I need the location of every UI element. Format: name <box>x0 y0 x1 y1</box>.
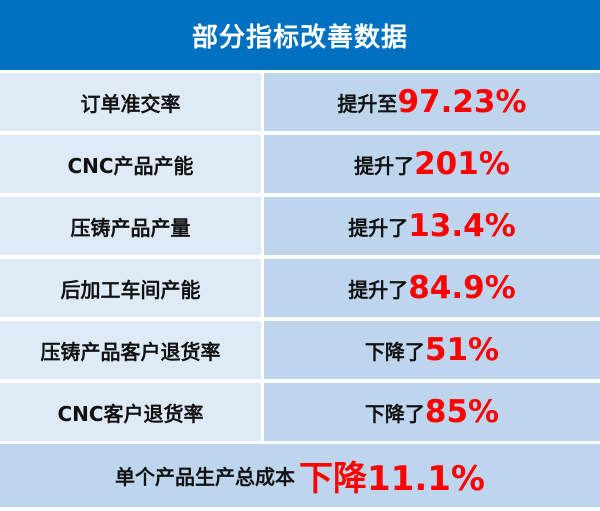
change-prefix: 提升了 <box>348 277 409 302</box>
table-row: 订单准交率 提升至 97.23% <box>0 73 600 131</box>
table-row: 压铸产品产量 提升了 13.4% <box>0 197 600 255</box>
summary-label: 单个产品生产总成本 <box>115 465 296 489</box>
metric-change: 提升了 84.9% <box>264 259 600 317</box>
metric-change: 提升了 201% <box>264 135 600 193</box>
table-row: CNC客户退货率 下降了 85% <box>0 383 600 441</box>
metrics-table: 订单准交率 提升至 97.23% CNC产品产能 提升了 201% 压铸产品产量 提升了… <box>0 73 600 445</box>
change-prefix: 下降了 <box>364 339 425 364</box>
change-value: 13.4% <box>408 208 516 244</box>
change-prefix: 提升了 <box>354 153 415 178</box>
table-title: 部分指标改善数据 <box>0 0 600 70</box>
summary-value: 下降11.1% <box>299 459 485 499</box>
metric-change: 提升了 13.4% <box>264 197 600 255</box>
metric-label: CNC产品产能 <box>0 135 261 193</box>
metric-change: 下降了 85% <box>264 383 600 441</box>
table-row: 压铸产品客户退货率 下降了 51% <box>0 321 600 379</box>
change-prefix: 提升了 <box>348 215 409 240</box>
metric-label: 压铸产品客户退货率 <box>0 321 261 379</box>
change-prefix: 提升至 <box>337 91 398 116</box>
change-value: 84.9% <box>408 270 516 306</box>
metric-label: CNC客户退货率 <box>0 383 261 441</box>
change-prefix: 下降了 <box>364 401 425 426</box>
metric-change: 提升至 97.23% <box>264 73 600 131</box>
metric-label: 压铸产品产量 <box>0 197 261 255</box>
change-value: 85% <box>424 394 500 430</box>
metric-change: 下降了 51% <box>264 321 600 379</box>
metric-label: 后加工车间产能 <box>0 259 261 317</box>
table-row: CNC产品产能 提升了 201% <box>0 135 600 193</box>
summary-row: 单个产品生产总成本 下降11.1% <box>0 444 600 507</box>
change-value: 97.23% <box>397 84 527 120</box>
change-value: 201% <box>414 146 510 182</box>
metric-label: 订单准交率 <box>0 73 261 131</box>
change-value: 51% <box>424 332 500 368</box>
table-row: 后加工车间产能 提升了 84.9% <box>0 259 600 317</box>
